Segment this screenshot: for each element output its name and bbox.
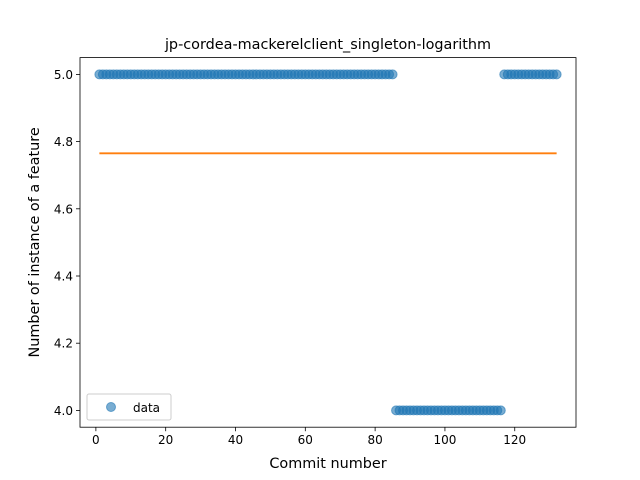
legend: data (86, 393, 172, 421)
data-point (495, 405, 506, 416)
legend-marker (106, 402, 116, 412)
y-tick-label: 4.2 (54, 337, 73, 351)
x-tick-label: 20 (158, 433, 173, 447)
x-axis-ticks: 0 20 40 60 80 100 120 (92, 427, 526, 447)
legend-box (86, 393, 172, 421)
plot-frame (79, 57, 577, 428)
data-point (387, 69, 398, 80)
chart-title: jp-cordea-mackerelclient_singleton-logar… (164, 37, 491, 53)
y-tick-label: 4.4 (54, 270, 73, 284)
y-tick-label: 4.8 (54, 135, 73, 149)
data-point (551, 69, 562, 80)
y-tick-label: 4.0 (54, 404, 73, 418)
y-axis-label: Number of instance of a feature (27, 127, 43, 357)
x-tick-label: 0 (92, 433, 100, 447)
x-tick-label: 100 (433, 433, 456, 447)
x-tick-label: 120 (503, 433, 526, 447)
y-tick-label: 5.0 (54, 68, 73, 82)
x-axis-label: Commit number (269, 456, 386, 472)
x-tick-label: 40 (228, 433, 243, 447)
y-axis-ticks: 4.0 4.2 4.4 4.6 4.8 5.0 (54, 68, 80, 418)
y-tick-label: 4.6 (54, 202, 73, 216)
plot-area (94, 69, 562, 416)
legend-label: data (133, 401, 160, 415)
x-tick-label: 60 (298, 433, 313, 447)
x-tick-label: 80 (367, 433, 382, 447)
